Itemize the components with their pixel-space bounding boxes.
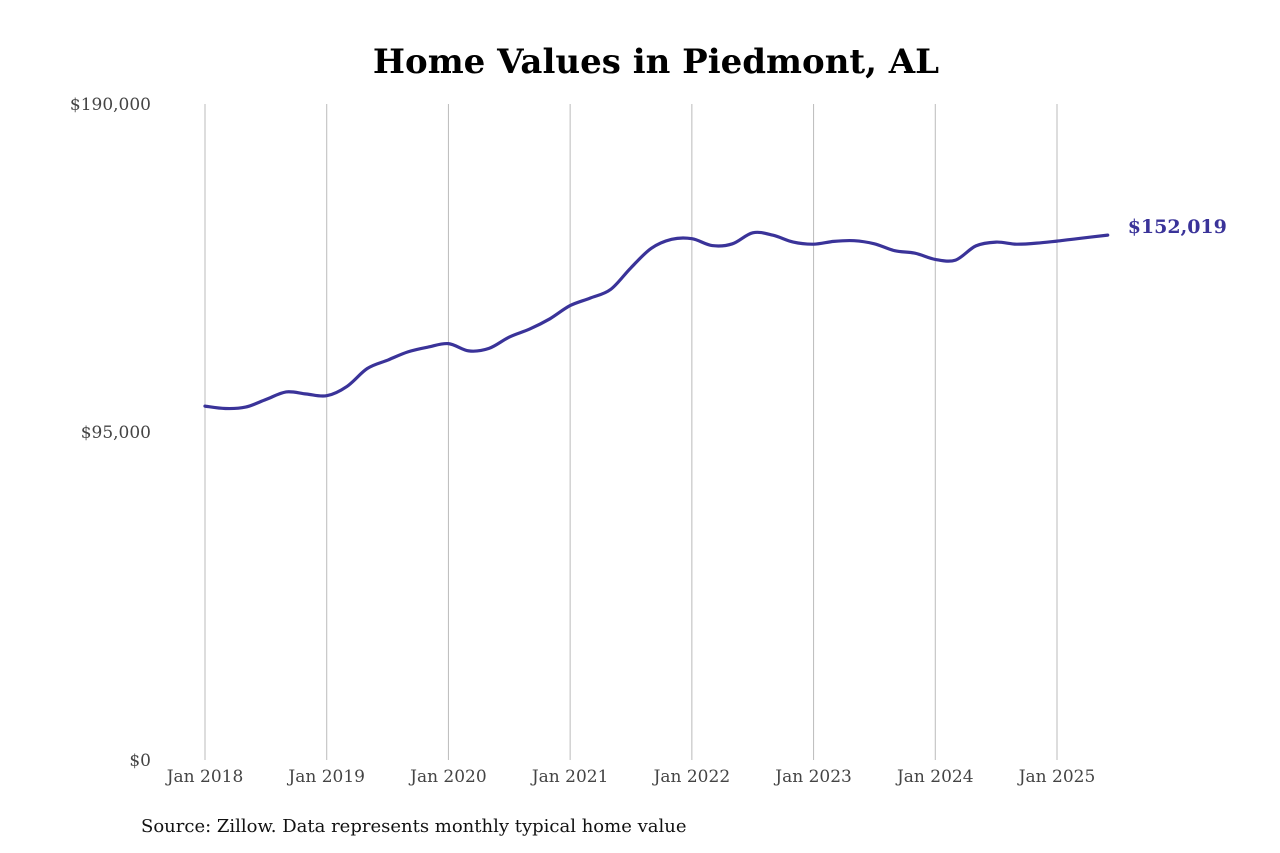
x-tick-label: Jan 2025 — [1017, 767, 1096, 787]
x-tick-label: Jan 2018 — [165, 767, 244, 787]
x-tick-label: Jan 2019 — [286, 767, 365, 787]
end-value-label: $152,019 — [1128, 216, 1227, 238]
chart-title: Home Values in Piedmont, AL — [373, 42, 939, 82]
source-note: Source: Zillow. Data represents monthly … — [141, 816, 687, 837]
y-axis: $0 $95,000 $190,000 — [70, 95, 151, 771]
y-tick-label: $0 — [129, 751, 151, 771]
y-tick-label: $190,000 — [70, 95, 151, 115]
x-axis: Jan 2018 Jan 2019 Jan 2020 Jan 2021 Jan 2022… — [165, 767, 1096, 787]
y-tick-label: $95,000 — [81, 423, 151, 443]
series-line — [203, 230, 1110, 411]
x-tick-label: Jan 2021 — [530, 767, 609, 787]
x-tick-label: Jan 2020 — [408, 767, 487, 787]
x-tick-label: Jan 2024 — [895, 767, 974, 787]
x-tick-label: Jan 2023 — [773, 767, 852, 787]
x-tick-label: Jan 2022 — [652, 767, 731, 787]
series-layer: $152,019 — [203, 216, 1227, 411]
gridlines — [204, 104, 1058, 760]
